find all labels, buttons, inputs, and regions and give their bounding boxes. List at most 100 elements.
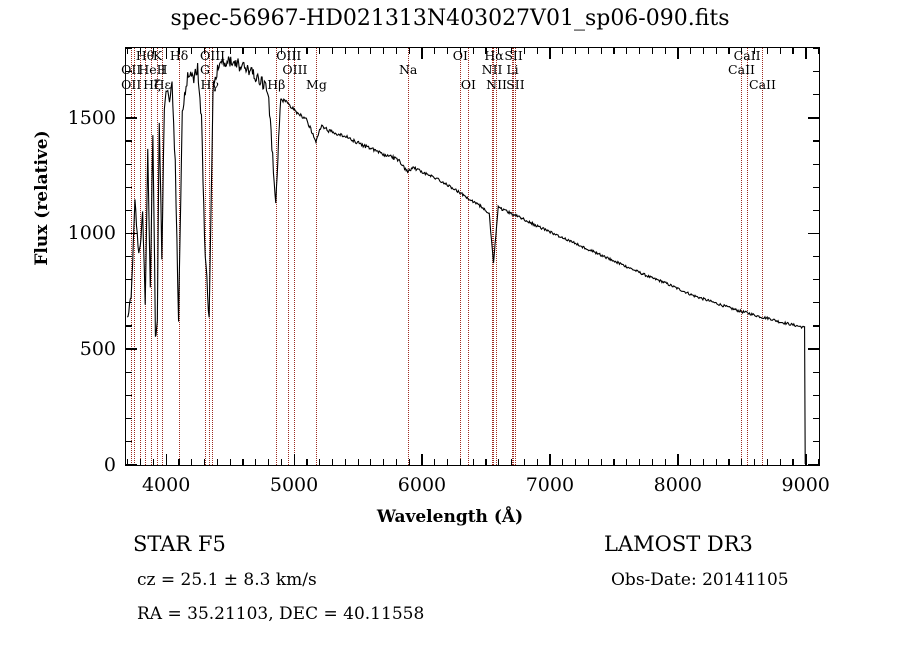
x-tick-label: 4000 [141, 474, 191, 496]
tick-mark [126, 417, 132, 419]
spectral-line-label: K [152, 48, 163, 63]
tick-mark [434, 48, 436, 54]
tick-mark [792, 48, 794, 54]
tick-mark [813, 140, 819, 142]
page-title: spec-56967-HD021313N403027V01_sp06-090.f… [170, 6, 730, 31]
spectral-line-marker [761, 48, 763, 465]
tick-mark [805, 454, 807, 465]
tick-mark [229, 459, 231, 465]
spectral-line-marker [467, 48, 469, 465]
spectral-line-marker [315, 48, 317, 465]
tick-mark [472, 459, 474, 465]
spectral-line-label: H [156, 62, 168, 77]
tick-mark [549, 48, 551, 59]
tick-mark [813, 325, 819, 327]
x-tick-label: 9000 [781, 474, 830, 496]
spectral-line-label: Li [506, 62, 519, 77]
tick-mark [229, 48, 231, 54]
spectral-line-marker [746, 48, 748, 465]
tick-mark [574, 459, 577, 465]
tick-mark [191, 48, 193, 54]
tick-mark [447, 48, 449, 54]
tick-mark [805, 48, 807, 59]
tick-mark [357, 48, 359, 54]
spectral-line-marker [496, 48, 498, 465]
tick-mark [344, 48, 346, 54]
tick-mark [152, 459, 155, 465]
obs-date: Obs-Date: 20141105 [611, 570, 789, 590]
tick-mark [485, 459, 487, 465]
tick-mark [178, 459, 180, 465]
tick-mark [280, 459, 282, 465]
tick-mark [126, 348, 137, 350]
spectral-line-label: CaII [728, 62, 755, 77]
tick-mark [126, 209, 132, 211]
tick-mark [421, 454, 423, 465]
spectral-line-label: OIII [276, 48, 302, 63]
tick-mark [715, 459, 717, 465]
tick-mark [255, 459, 257, 465]
tick-mark [293, 454, 295, 465]
tick-mark [395, 48, 398, 54]
spectral-line-label: OII [121, 62, 142, 77]
tick-mark [813, 371, 819, 373]
spectral-line-marker [491, 48, 493, 465]
spectral-line-label: Hα [484, 48, 504, 63]
tick-mark [459, 48, 462, 54]
tick-mark [613, 48, 615, 54]
tick-mark [204, 459, 206, 465]
tick-mark [813, 94, 819, 96]
spectral-line-label: G [200, 62, 211, 77]
tick-mark [813, 48, 819, 50]
spectral-line-label: SII [504, 48, 523, 63]
tick-mark [638, 48, 641, 54]
spectral-line-label: Hβ [267, 77, 286, 92]
spectral-line-marker [151, 48, 153, 465]
y-tick-label: 500 [79, 337, 116, 360]
tick-mark [813, 163, 819, 165]
tick-mark [126, 302, 132, 304]
tick-mark [331, 459, 334, 465]
spectral-line-marker [209, 48, 211, 465]
tick-mark [677, 454, 679, 465]
spectral-line-marker [741, 48, 742, 465]
tick-mark [434, 459, 436, 465]
tick-mark [216, 459, 218, 465]
tick-mark [383, 459, 385, 465]
tick-mark [344, 459, 346, 465]
tick-mark [813, 302, 819, 304]
spectral-line-marker [294, 48, 296, 465]
spectral-line-label: CaII [733, 48, 761, 63]
tick-mark [562, 48, 564, 54]
tick-mark [562, 459, 564, 465]
tick-mark [447, 459, 449, 465]
spectral-line-label: Hγ [200, 77, 219, 92]
tick-mark [126, 279, 132, 281]
spectral-line-label: Na [398, 62, 418, 77]
tick-mark [370, 48, 372, 54]
y-axis-title: Flux (relative) [32, 130, 52, 266]
plot-inner [126, 48, 819, 465]
tick-mark [267, 459, 270, 465]
tick-mark [587, 48, 589, 54]
tick-mark [728, 459, 730, 465]
tick-mark [498, 48, 500, 54]
tick-mark [813, 256, 819, 258]
tick-mark [165, 48, 168, 59]
spectral-line-marker [275, 48, 277, 465]
tick-mark [267, 48, 270, 54]
tick-mark [370, 459, 372, 465]
tick-mark [140, 48, 142, 54]
plot-area [125, 47, 820, 466]
tick-mark [421, 48, 423, 59]
tick-mark [126, 117, 137, 119]
spectral-line-marker [178, 48, 180, 465]
tick-mark [126, 232, 137, 235]
tick-mark [472, 48, 474, 54]
tick-mark [651, 48, 653, 54]
tick-mark [813, 71, 819, 73]
tick-mark [664, 48, 666, 54]
spectral-line-marker [407, 48, 409, 465]
tick-mark [600, 48, 602, 54]
tick-mark [638, 459, 641, 465]
